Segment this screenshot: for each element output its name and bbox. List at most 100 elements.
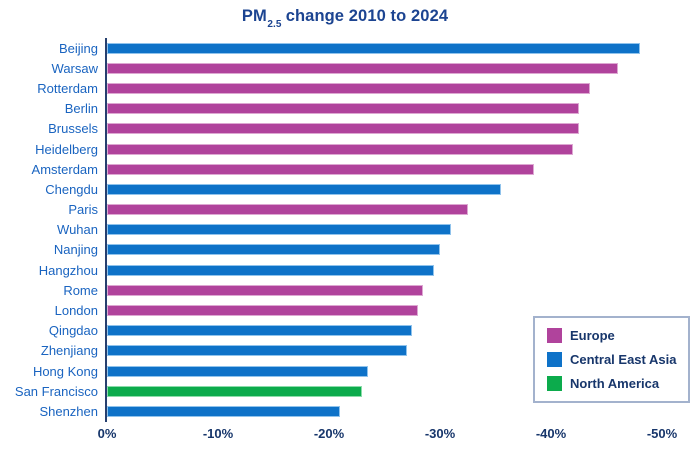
bar-track [107, 260, 662, 280]
x-tick-label: 0% [97, 426, 117, 441]
chart-row: Wuhan [0, 220, 662, 240]
category-label: Berlin [64, 101, 98, 117]
bar [107, 385, 363, 397]
bar [107, 305, 418, 317]
chart-rows: Beijing Warsaw Rotterdam Berlin Brussels Heid… [0, 38, 662, 422]
x-tick-label: -50% [646, 426, 678, 441]
legend-label: Central East Asia [570, 352, 677, 367]
bar-track [107, 139, 662, 159]
chart-row: Zhenjiang [0, 341, 662, 361]
legend-item: North America [547, 376, 676, 391]
bar [107, 345, 407, 357]
category-label: London [54, 303, 98, 319]
chart-row: Beijing [0, 38, 662, 58]
bar-track [107, 240, 662, 260]
chart-row: Heidelberg [0, 139, 662, 159]
legend-label: North America [570, 376, 660, 391]
legend-item: Central East Asia [547, 352, 676, 367]
chart-row: Chengdu [0, 179, 662, 199]
category-label: Rome [63, 282, 98, 298]
bar [107, 264, 435, 276]
chart-title-prefix: PM [241, 7, 267, 25]
chart-row: Brussels [0, 119, 662, 139]
category-label: Zhenjiang [40, 343, 98, 359]
bar [107, 123, 579, 135]
chart-row: Nanjing [0, 240, 662, 260]
category-label: Paris [68, 202, 98, 218]
chart-legend: Europe Central East Asia North America [533, 316, 690, 403]
chart-row: Warsaw [0, 58, 662, 78]
chart-row: Rome [0, 280, 662, 300]
x-tick-label: -20% [313, 426, 345, 441]
chart-row: Hangzhou [0, 260, 662, 280]
bar [107, 284, 424, 296]
legend-item: Europe [547, 328, 676, 343]
bar-track [107, 99, 662, 119]
bar [107, 183, 502, 195]
bar [107, 224, 452, 236]
x-tick-label: -30% [424, 426, 456, 441]
chart-row: Paris [0, 200, 662, 220]
bar-track [107, 300, 662, 320]
bar [107, 204, 468, 216]
bar-track [107, 58, 662, 78]
bar-track [107, 159, 662, 179]
x-tick-label: -40% [535, 426, 567, 441]
bar-track [107, 119, 662, 139]
chart-row: San Francisco [0, 381, 662, 401]
category-label: Amsterdam [31, 161, 98, 177]
bar-track [107, 381, 662, 401]
bar [107, 103, 579, 115]
legend-swatch [547, 352, 562, 367]
category-label: Brussels [48, 121, 98, 137]
bar-track [107, 361, 662, 381]
chart-row: Qingdao [0, 321, 662, 341]
chart-row: Hong Kong [0, 361, 662, 381]
category-label: Qingdao [48, 323, 98, 339]
chart-title: PM2.5 change 2010 to 2024 [0, 7, 690, 31]
category-label: Warsaw [51, 60, 98, 76]
chart-row: Shenzhen [0, 401, 662, 421]
chart-row: London [0, 300, 662, 320]
bar [107, 405, 341, 417]
category-label: Chengdu [45, 181, 98, 197]
chart-row: Rotterdam [0, 78, 662, 98]
category-label: Beijing [58, 40, 98, 56]
bar [107, 143, 574, 155]
bar-track [107, 38, 662, 58]
bar-track [107, 321, 662, 341]
bar [107, 82, 590, 94]
chart-row: Amsterdam [0, 159, 662, 179]
y-axis-line [105, 38, 107, 422]
legend-swatch [547, 328, 562, 343]
bar-track [107, 78, 662, 98]
legend-label: Europe [570, 328, 615, 343]
category-label: Wuhan [57, 222, 98, 238]
category-label: Heidelberg [35, 141, 98, 157]
category-label: Nanjing [53, 242, 98, 258]
x-tick-label: -10% [202, 426, 234, 441]
bar [107, 325, 413, 337]
bar [107, 365, 368, 377]
bar-track [107, 280, 662, 300]
bar [107, 62, 618, 74]
category-label: Shenzhen [39, 403, 98, 419]
bar-track [107, 220, 662, 240]
bar [107, 42, 640, 54]
category-label: Hangzhou [38, 262, 98, 278]
category-label: Hong Kong [32, 363, 98, 379]
bar-track [107, 179, 662, 199]
bar-track [107, 401, 662, 421]
chart-row: Berlin [0, 99, 662, 119]
bar-track [107, 200, 662, 220]
bar-track [107, 341, 662, 361]
bar [107, 244, 440, 256]
bar [107, 163, 535, 175]
category-label: San Francisco [14, 383, 98, 399]
chart-title-suffix: change 2010 to 2024 [281, 7, 449, 25]
category-label: Rotterdam [37, 80, 98, 96]
chart-title-subscript: 2.5 [267, 19, 282, 31]
x-axis-ticks: 0% -10% -20% -30% -40% -50% [98, 426, 678, 442]
legend-swatch [547, 376, 562, 391]
